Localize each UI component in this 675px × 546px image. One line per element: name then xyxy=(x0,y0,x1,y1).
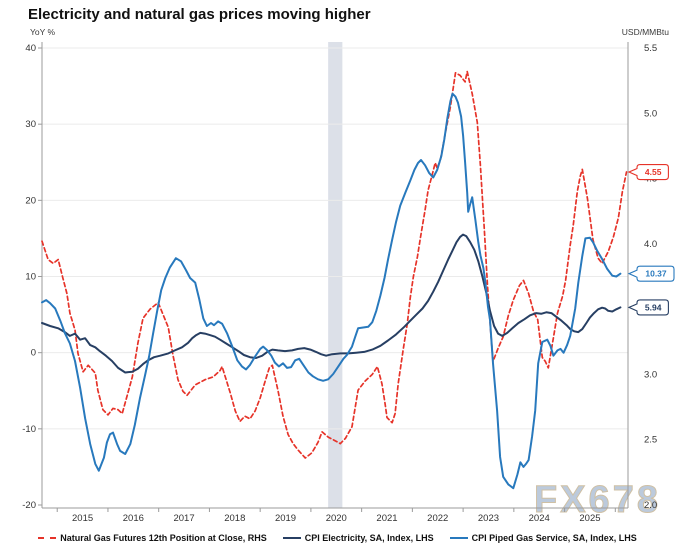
end-value-label: 5.94 xyxy=(645,302,662,312)
legend: Natural Gas Futures 12th Position at Clo… xyxy=(0,533,675,543)
legend-item-cpi-piped-gas: CPI Piped Gas Service, SA, Index, LHS xyxy=(449,533,637,543)
x-axis-year-label: 2017 xyxy=(173,513,194,524)
x-axis-year-label: 2018 xyxy=(224,513,245,524)
end-value-callout xyxy=(627,163,669,181)
right-axis-tick-label: 5.0 xyxy=(644,108,657,119)
left-axis-tick-label: 30 xyxy=(25,119,36,130)
x-axis-year-label: 2025 xyxy=(579,513,600,524)
legend-item-natural-gas-futures: Natural Gas Futures 12th Position at Clo… xyxy=(38,533,267,543)
x-axis-year-label: 2023 xyxy=(478,513,499,524)
left-axis-tick-label: -10 xyxy=(22,424,36,435)
legend-sample-red-dashed-line xyxy=(38,537,57,539)
left-axis-tick-label: 10 xyxy=(25,272,36,283)
x-axis-year-label: 2019 xyxy=(275,513,296,524)
right-axis-tick-label: 3.0 xyxy=(644,369,657,380)
watermark: FX678 xyxy=(534,479,661,522)
right-axis-tick-label: 4.0 xyxy=(644,239,657,250)
left-axis-tick-label: 20 xyxy=(25,195,36,206)
x-axis-year-label: 2016 xyxy=(123,513,144,524)
left-axis-unit-label: YoY % xyxy=(30,27,56,37)
right-axis-tick-label: 5.5 xyxy=(644,43,657,54)
series-line-2 xyxy=(41,92,622,490)
chart-title: Electricity and natural gas prices movin… xyxy=(28,6,371,23)
x-axis-year-label: 2020 xyxy=(326,513,347,524)
end-value-label: 10.37 xyxy=(645,269,667,279)
end-value-label: 4.55 xyxy=(645,167,662,177)
x-axis-year-label: 2021 xyxy=(376,513,397,524)
legend-item-cpi-electricity: CPI Electricity, SA, Index, LHS xyxy=(282,533,434,543)
x-axis-year-label: 2024 xyxy=(529,513,550,524)
right-axis-tick-label: 2.5 xyxy=(644,435,657,446)
left-axis-tick-label: -20 xyxy=(22,500,36,511)
left-axis-tick-label: 0 xyxy=(31,348,36,359)
x-axis-year-label: 2022 xyxy=(427,513,448,524)
left-axis-tick-label: 40 xyxy=(25,43,36,54)
legend-label-natural-gas-futures: Natural Gas Futures 12th Position at Clo… xyxy=(60,533,267,543)
legend-label-cpi-piped-gas: CPI Piped Gas Service, SA, Index, LHS xyxy=(471,533,637,543)
legend-sample-navy-line xyxy=(282,537,301,539)
recession-band xyxy=(328,42,343,508)
x-axis-year-label: 2015 xyxy=(72,513,93,524)
legend-sample-blue-line xyxy=(449,537,468,539)
end-value-callout xyxy=(627,265,675,282)
right-axis-tick-label: 2.0 xyxy=(644,500,657,511)
legend-label-cpi-electricity: CPI Electricity, SA, Index, LHS xyxy=(304,533,434,543)
right-axis-unit-label: USD/MMBtu xyxy=(621,27,669,37)
end-value-callout xyxy=(627,299,669,316)
